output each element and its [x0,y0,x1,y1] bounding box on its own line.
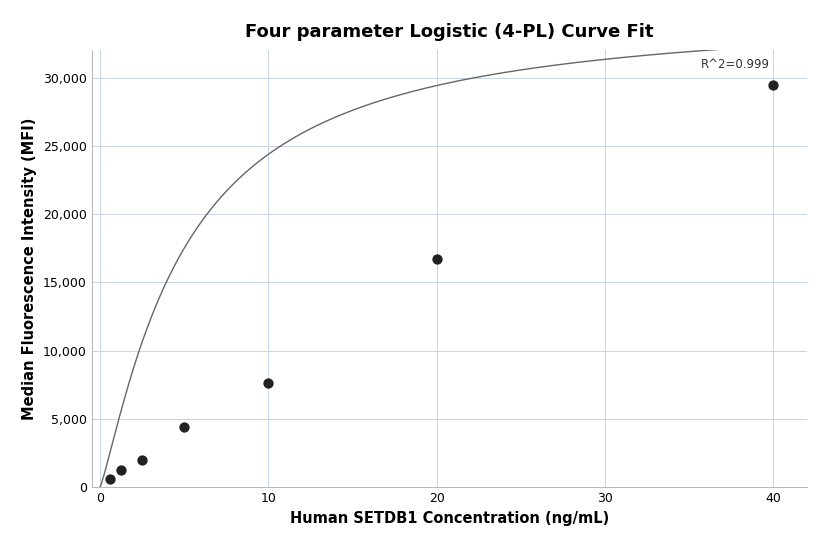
Point [104,475,117,484]
Point [136,455,149,464]
Point [430,255,443,264]
Title: Four parameter Logistic (4-PL) Curve Fit: Four parameter Logistic (4-PL) Curve Fit [245,22,653,40]
X-axis label: Human SETDB1 Concentration (ng/mL): Human SETDB1 Concentration (ng/mL) [290,511,609,526]
Point [177,423,191,432]
Point [114,465,127,474]
Point [767,80,780,89]
Text: R^2=0.999: R^2=0.999 [701,58,770,71]
Point [261,379,275,388]
Y-axis label: Median Fluorescence Intensity (MFI): Median Fluorescence Intensity (MFI) [22,118,37,420]
